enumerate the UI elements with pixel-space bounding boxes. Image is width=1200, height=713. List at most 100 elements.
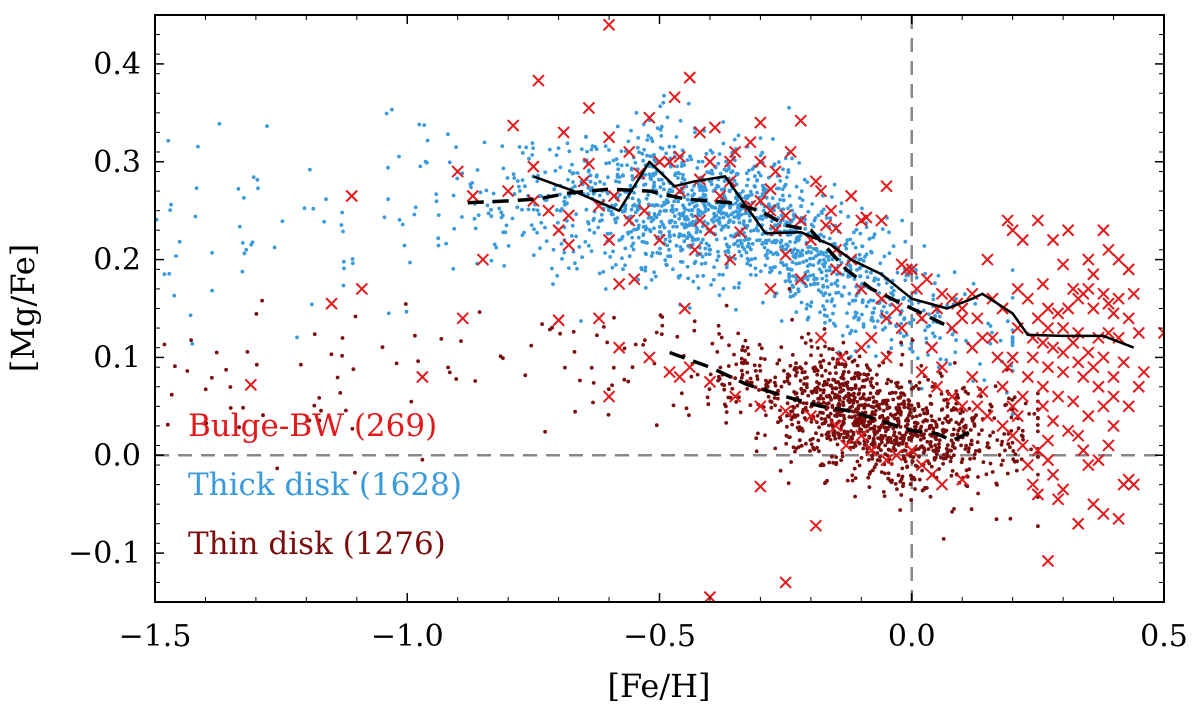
thin-disk-point (710, 341, 715, 346)
thick-disk-point (903, 278, 908, 283)
thick-disk-point (808, 244, 812, 249)
thick-disk-point (727, 244, 732, 249)
thin-disk-point (746, 352, 751, 357)
thin-disk-point (578, 378, 582, 383)
thin-disk-point (804, 401, 809, 406)
thin-disk-point (856, 392, 861, 397)
thick-disk-point (846, 214, 851, 219)
thick-disk-point (636, 198, 641, 202)
thick-disk-point (237, 224, 242, 229)
thick-disk-point (753, 256, 757, 261)
thin-disk-point (937, 417, 942, 422)
thick-disk-point (649, 278, 654, 282)
thick-disk-point (311, 206, 316, 211)
thick-disk-point (655, 250, 660, 255)
thick-disk-point (931, 293, 936, 298)
thick-disk-point (339, 223, 344, 227)
thick-disk-point (194, 186, 199, 191)
thick-disk-point (988, 324, 993, 328)
thick-disk-point (583, 240, 588, 244)
thin-disk-point (659, 332, 664, 336)
thin-disk-point (928, 442, 933, 447)
thin-disk-point (959, 419, 964, 424)
thick-disk-point (914, 275, 919, 280)
bulge-point (325, 297, 338, 310)
thick-disk-point (619, 237, 624, 241)
thick-disk-point (606, 175, 610, 180)
thick-disk-point (531, 253, 536, 257)
thin-disk-point (745, 345, 750, 350)
thick-disk-point (600, 218, 604, 223)
thick-disk-point (753, 184, 757, 189)
thick-disk-point (776, 202, 780, 207)
bulge-point (875, 214, 888, 227)
thick-disk-point (512, 192, 517, 196)
thin-disk-point (995, 438, 1000, 442)
thin-disk-point (884, 381, 889, 386)
bulge-point (628, 272, 641, 286)
thick-disk-point (747, 168, 751, 173)
thick-disk-point (887, 230, 891, 235)
bulge-point (1107, 370, 1120, 384)
thin-disk-point (937, 442, 941, 446)
thin-disk-point (730, 386, 735, 391)
thick-disk-point (520, 151, 525, 155)
thick-disk-point (677, 216, 682, 221)
thick-disk-point (722, 179, 727, 184)
bulge-point (1097, 507, 1110, 521)
thin-disk-point (827, 393, 832, 398)
thin-disk-point (912, 432, 917, 437)
thin-disk-point (692, 328, 697, 333)
thick-disk-point (565, 219, 569, 223)
thin-disk-point (910, 460, 915, 464)
thin-disk-point (945, 454, 950, 458)
thin-disk-point (1036, 524, 1040, 529)
thin-disk-point (877, 406, 882, 411)
thick-disk-point (731, 220, 736, 225)
thin-disk-point (876, 445, 881, 450)
thick-disk-point (857, 257, 862, 262)
thick-disk-point (825, 299, 829, 303)
thin-disk-point (851, 445, 856, 450)
thick-disk-point (482, 140, 487, 145)
thick-disk-point (908, 346, 912, 351)
thin-disk-point (420, 457, 425, 462)
thick-disk-point (775, 186, 779, 191)
thick-disk-point (882, 304, 886, 309)
bulge-point (501, 184, 515, 198)
thin-disk-point (745, 370, 750, 375)
thick-disk-point (781, 167, 785, 172)
thick-disk-point (1010, 268, 1015, 272)
thick-disk-point (492, 242, 497, 247)
thick-disk-point (861, 325, 866, 329)
bulge-point (1127, 287, 1140, 301)
thick-disk-point (668, 239, 672, 244)
thin-disk-point (841, 403, 846, 408)
thin-disk-point (823, 480, 828, 485)
thick-disk-point (795, 238, 799, 243)
thin-disk-point (907, 437, 911, 442)
thin-disk-point (874, 403, 879, 408)
thick-disk-point (669, 164, 673, 169)
thin-disk-point (785, 372, 790, 377)
thin-disk-point (858, 427, 862, 432)
thin-disk-point (865, 423, 869, 428)
thick-disk-point (820, 211, 824, 216)
thick-disk-point (690, 188, 694, 193)
x-tick-label: −0.5 (623, 619, 696, 654)
bulge-point (693, 126, 707, 139)
thin-disk-point (754, 449, 759, 454)
bulge-point (1056, 483, 1070, 496)
thick-disk-point (871, 310, 876, 315)
thin-disk-point (972, 456, 977, 461)
thick-disk-point (845, 238, 850, 243)
thick-disk-point (592, 230, 597, 235)
thick-disk-point (302, 206, 307, 211)
bulge-point (1056, 321, 1070, 335)
thin-disk-point (951, 406, 956, 410)
bulge-point (1092, 331, 1105, 345)
thick-disk-point (889, 337, 894, 342)
y-tick-label: 0.4 (93, 47, 141, 82)
thick-disk-point (567, 149, 572, 154)
thin-disk-point (917, 454, 921, 459)
